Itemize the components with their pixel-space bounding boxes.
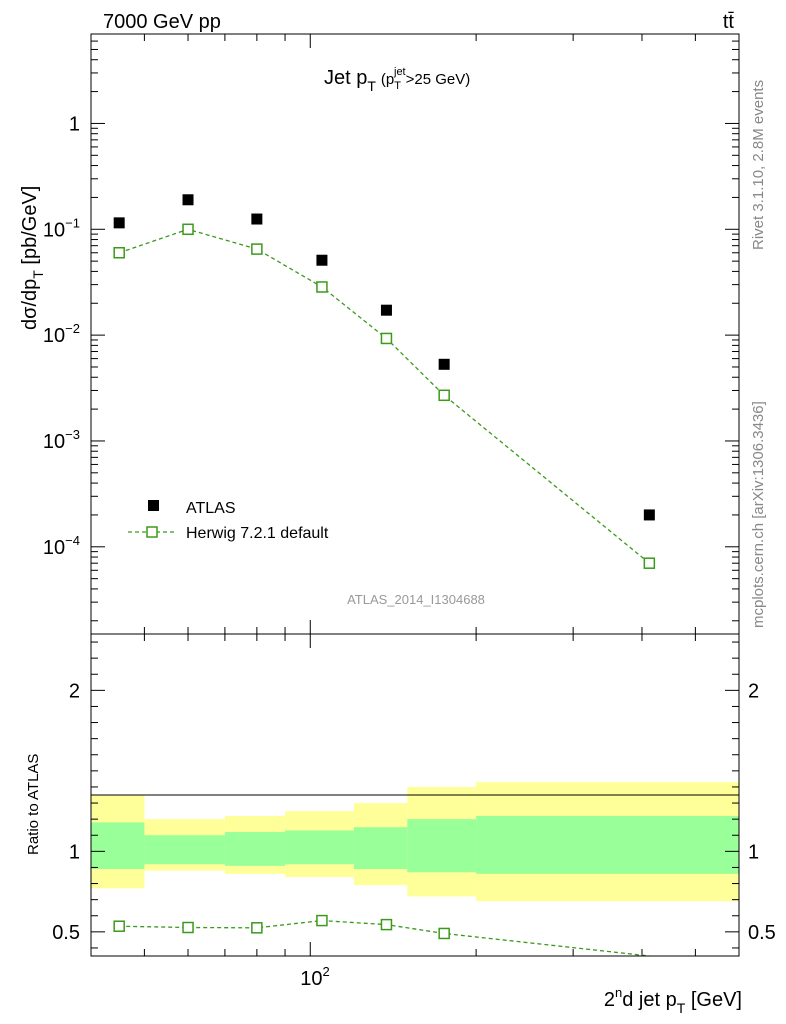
herwig-point — [113, 247, 125, 259]
plot-title-main: Jet p — [324, 67, 367, 89]
herwig-point — [251, 243, 263, 255]
main-ylabel: dσ/dpT [pb/GeV] — [19, 186, 46, 330]
atlas-point — [380, 304, 392, 316]
main-points — [113, 194, 656, 569]
xlabel-mid: d jet p — [622, 989, 676, 1011]
plot-title-cut-sub: T — [394, 80, 401, 92]
ratio-mc — [113, 914, 650, 956]
ratio-bands — [91, 782, 739, 902]
plot-title: Jet pT (pTjet>25 GeV) — [324, 66, 470, 94]
xlabel-pre: 2 — [604, 989, 615, 1011]
main-ytick-label: 10−2 — [43, 321, 80, 347]
atlas-point — [251, 213, 263, 225]
stat-uncertainty-band — [144, 835, 225, 865]
ratio-ytick-label-left: 0.5 — [52, 922, 80, 944]
legend-herwig-marker — [146, 526, 158, 538]
main-ylabel-text: dσ/dp — [19, 279, 41, 330]
main-ylabel-unit: [pb/GeV] — [19, 186, 41, 271]
plot-title-cut-tail: >25 GeV) — [406, 71, 471, 88]
main-panel: 110−110−210−310−4 Jet pT (pTjet>25 GeV) d… — [19, 33, 740, 635]
main-frame — [90, 33, 740, 635]
herwig-point — [380, 332, 393, 345]
legend-atlas-label: ATLAS — [186, 500, 236, 517]
ratio-mc-point — [438, 927, 450, 940]
legend-herwig-label: Herwig 7.2.1 default — [186, 525, 329, 542]
ratio-mc-point — [113, 920, 125, 932]
legend-atlas-marker — [148, 500, 159, 511]
ratio-ytick-label-right: 1 — [748, 841, 759, 863]
atlas-point — [182, 194, 194, 206]
stat-uncertainty-band — [476, 815, 739, 874]
ratio-mc-point — [251, 922, 263, 934]
energy-label: 7000 GeV pp — [103, 11, 221, 33]
main-ytick-label: 10−4 — [43, 533, 80, 559]
ratio-ytick-label-right: 2 — [748, 680, 759, 702]
stat-uncertainty-band — [353, 827, 408, 870]
ratio-ytick-label-left: 1 — [69, 841, 80, 863]
ratio-panel: 0.5 0.5 1 1 2 2 102 Ratio to ATLAS 2nd jet pT … — [25, 633, 776, 1016]
main-ylabel-sub: T — [30, 270, 46, 279]
stat-uncertainty-band — [91, 822, 145, 870]
process-label: tt̄ — [723, 11, 735, 33]
stat-uncertainty-band — [224, 832, 286, 866]
analysis-watermark: ATLAS_2014_I1304688 — [347, 592, 485, 607]
atlas-point — [316, 254, 328, 266]
xlabel-sup: n — [615, 985, 622, 1000]
atlas-point — [643, 509, 655, 521]
ratio-ytick-label-right: 0.5 — [748, 922, 776, 944]
plot-title-cut-sup: jet — [393, 66, 406, 78]
stat-uncertainty-band — [285, 830, 354, 865]
main-ytick-label: 1 — [69, 113, 80, 135]
ratio-mc-point — [316, 914, 328, 927]
plot-title-cut: (p — [381, 71, 394, 88]
ratio-mc-point — [182, 921, 194, 934]
atlas-point — [113, 217, 125, 229]
ratio-mc-point — [380, 918, 393, 931]
ratio-xtick-label: 102 — [300, 964, 329, 990]
herwig-point — [643, 557, 656, 569]
main-ytick-label: 10−1 — [43, 215, 80, 241]
xlabel-sub: T — [677, 1000, 686, 1016]
herwig-point — [182, 223, 194, 236]
ratio-ytick-label-left: 2 — [69, 680, 80, 702]
atlas-point — [438, 358, 450, 370]
ratio-ylabel: Ratio to ATLAS — [25, 754, 42, 855]
xlabel-unit: [GeV] — [685, 989, 742, 1011]
mcplots-label: mcplots.cern.ch [arXiv:1306.3436] — [750, 401, 767, 628]
plot-title-sub: T — [367, 78, 376, 94]
rivet-label: Rivet 3.1.10, 2.8M events — [750, 80, 767, 250]
main-ytick-label: 10−3 — [43, 427, 80, 453]
herwig-point — [438, 389, 450, 402]
stat-uncertainty-band — [407, 819, 477, 873]
ratio-xlabel: 2nd jet pT [GeV] — [604, 985, 742, 1016]
ratio-frame — [90, 633, 740, 957]
herwig-point — [316, 281, 328, 293]
